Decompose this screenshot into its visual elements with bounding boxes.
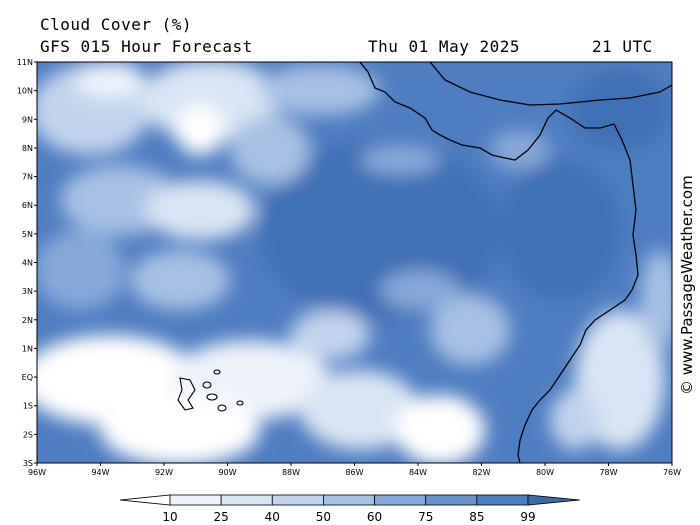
lat-tick-label: 7N — [22, 173, 33, 182]
svg-text:© www.PassageWeather.com: © www.PassageWeather.com — [678, 175, 696, 395]
coastline — [359, 62, 672, 463]
legend-value-label: 60 — [367, 510, 382, 524]
legend-value-label: 25 — [214, 510, 229, 524]
legend-value-label: 10 — [162, 510, 177, 524]
legend-value-label: 99 — [520, 510, 535, 524]
legend-swatch — [271, 494, 324, 506]
legend-swatch — [476, 494, 529, 506]
lat-tick-label: 8N — [22, 144, 33, 153]
galapagos-islands — [177, 369, 244, 412]
latitude-axis: 11N 10N 9N 8N 7N 6N 5N 4N 3N 2N 1N EQ 1S 2S 3S — [17, 58, 37, 468]
lon-tick-label: 84W — [409, 468, 427, 477]
lon-tick-label: 90W — [218, 468, 236, 477]
map-title: Cloud Cover (%) — [40, 15, 192, 34]
lon-tick-label: 82W — [472, 468, 490, 477]
lat-tick-label: 5N — [22, 230, 33, 239]
lat-tick-label: EQ — [22, 373, 33, 382]
lat-tick-label: 6N — [22, 201, 33, 210]
colorbar-legend: 10 25 40 50 60 75 85 99 — [119, 494, 581, 524]
credit-watermark: © www.PassageWeather.com — [676, 150, 700, 400]
legend-value-label: 50 — [316, 510, 331, 524]
forecast-subtitle: GFS 015 Hour Forecast — [40, 37, 253, 56]
forecast-time: 21 UTC — [592, 37, 653, 56]
lon-tick-label: 80W — [536, 468, 554, 477]
lat-tick-label: 11N — [17, 58, 33, 67]
lat-tick-label: 2N — [22, 316, 33, 325]
legend-value-label: 85 — [469, 510, 484, 524]
lon-tick-label: 86W — [345, 468, 363, 477]
lat-tick-label: 4N — [22, 259, 33, 268]
lat-tick-label: 10N — [17, 87, 33, 96]
longitude-axis: 96W 94W 92W 90W 88W 86W 84W 82W 80W 78W 76W — [28, 463, 681, 477]
lat-tick-label: 3S — [23, 459, 33, 468]
lon-tick-label: 88W — [282, 468, 300, 477]
legend-swatch — [169, 494, 222, 506]
lat-tick-label: 2S — [23, 430, 33, 439]
legend-swatch — [374, 494, 427, 506]
legend-swatch — [425, 494, 478, 506]
legend-high-arrow — [527, 494, 581, 506]
legend-value-label: 40 — [265, 510, 280, 524]
legend-value-label: 75 — [418, 510, 433, 524]
lon-tick-label: 78W — [599, 468, 617, 477]
lat-tick-label: 3N — [22, 287, 33, 296]
forecast-date: Thu 01 May 2025 — [368, 37, 520, 56]
lon-tick-label: 76W — [663, 468, 681, 477]
lon-tick-label: 96W — [28, 468, 46, 477]
legend-low-arrow — [119, 494, 171, 506]
legend-swatch — [323, 494, 375, 506]
lat-tick-label: 1S — [23, 402, 33, 411]
lat-tick-label: 1N — [22, 344, 33, 353]
legend-swatch — [220, 494, 273, 506]
lon-tick-label: 92W — [155, 468, 173, 477]
lat-tick-label: 9N — [22, 115, 33, 124]
lon-tick-label: 94W — [91, 468, 109, 477]
cloud-field — [37, 62, 672, 463]
